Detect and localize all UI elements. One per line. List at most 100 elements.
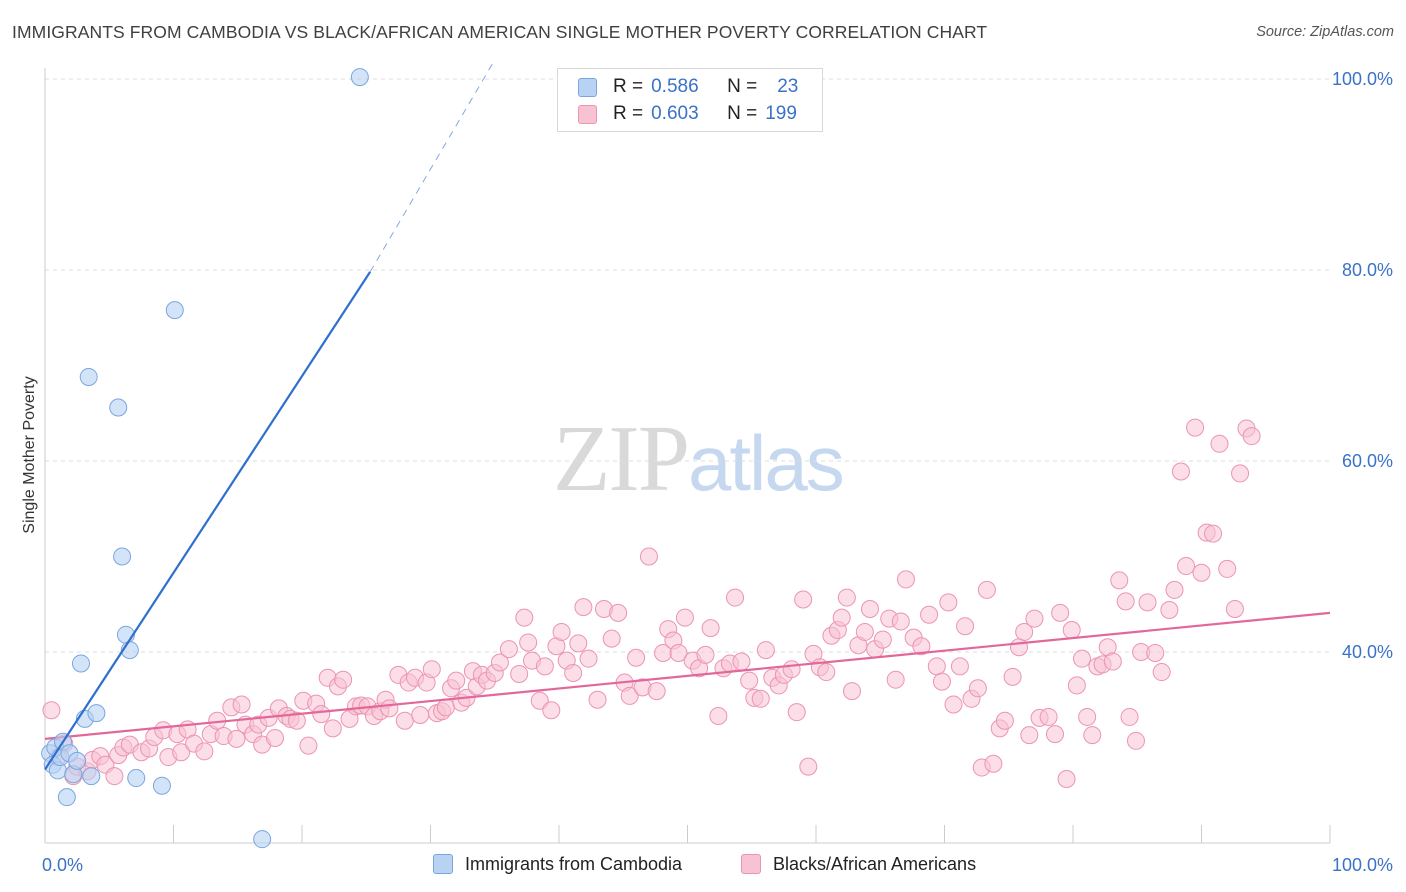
pink-point [1231, 464, 1250, 483]
stats-r-label: R = [613, 76, 644, 97]
pink-point [756, 641, 775, 660]
pink-point [552, 622, 571, 641]
pink-point [701, 619, 720, 638]
pink-point [564, 664, 583, 683]
pink-point [968, 679, 987, 698]
correlation-stats-box: R = 0.586 N = 23 R = 0.603 N = 199 [557, 68, 823, 132]
pink-point [1025, 609, 1044, 628]
pink-point [1120, 707, 1139, 726]
pink-point [950, 657, 969, 676]
pink-point [609, 603, 628, 622]
pink-point [1057, 770, 1076, 789]
legend-label: Blacks/African Americans [773, 853, 977, 874]
x-tick-label: 0.0% [42, 855, 83, 875]
stats-swatch-pink [578, 104, 597, 124]
pink-point [334, 670, 353, 689]
source-label: Source: ZipAtlas.com [1256, 24, 1394, 40]
stats-n-label: N = [727, 76, 758, 97]
blue-point [79, 367, 98, 386]
pink-point [873, 630, 892, 649]
pink-point [411, 706, 430, 725]
pink-point [1160, 600, 1179, 619]
pink-point [1138, 593, 1157, 612]
y-tick-label: 60.0% [1342, 451, 1393, 471]
y-tick-label: 100.0% [1332, 69, 1393, 89]
pink-point [1126, 731, 1145, 750]
pink-point [842, 682, 861, 701]
pink-point [896, 570, 915, 589]
pink-point [1078, 707, 1097, 726]
pink-point [886, 670, 905, 689]
legend-swatch-pink [741, 854, 761, 874]
pink-point [542, 701, 561, 720]
pink-point [1046, 725, 1065, 744]
pink-point [817, 663, 836, 682]
pink-point [647, 682, 666, 701]
pink-point [627, 648, 646, 667]
pink-point [588, 690, 607, 709]
blue-point [71, 654, 90, 673]
pink-point [984, 754, 1003, 773]
blue-point [68, 751, 87, 770]
pink-point [1015, 622, 1034, 641]
pink-point [1003, 667, 1022, 686]
pink-point [794, 590, 813, 609]
pink-point [1110, 571, 1129, 590]
pink-point [995, 711, 1014, 730]
pink-point [751, 689, 770, 708]
watermark-zip: ZIP [553, 407, 690, 511]
pink-point [1067, 676, 1086, 695]
pink-point [299, 736, 318, 755]
pink-point [732, 652, 751, 671]
pink-point [639, 547, 658, 566]
blue-point [87, 704, 106, 723]
pink-point [530, 691, 549, 710]
pink-point [510, 664, 529, 683]
pink-point [1204, 524, 1223, 543]
pink-point [832, 608, 851, 627]
pink-point [1171, 462, 1190, 481]
x-tick-label: 100.0% [1332, 855, 1393, 875]
y-tick-label: 40.0% [1342, 642, 1393, 662]
pink-point [490, 653, 509, 672]
pink-point [709, 706, 728, 725]
pink-point [1051, 603, 1070, 622]
pink-point [574, 598, 593, 617]
pink-point [726, 588, 745, 607]
pink-point [696, 645, 715, 664]
pink-point [519, 633, 538, 652]
blue-trend-line [44, 271, 372, 771]
blue-point [82, 767, 101, 786]
pink-point [1192, 563, 1211, 582]
pink-point [1146, 643, 1165, 662]
pink-point [1218, 559, 1237, 578]
blue-point [152, 776, 171, 795]
legend-item-cambodia: Immigrants from Cambodia [433, 851, 682, 877]
pink-point [287, 711, 306, 730]
chart-title: IMMIGRANTS FROM CAMBODIA VS BLACK/AFRICA… [12, 22, 988, 42]
pink-point [499, 640, 518, 659]
stats-r-value: 0.586 [651, 76, 699, 97]
pink-point [1177, 557, 1196, 576]
pink-point [956, 617, 975, 636]
pink-point [1010, 638, 1029, 657]
pink-point [447, 671, 466, 690]
watermark-atlas: atlas [688, 419, 845, 507]
pink-point [579, 649, 598, 668]
pink-point [1210, 434, 1229, 453]
legend-label: Immigrants from Cambodia [465, 853, 683, 874]
pink-point [977, 580, 996, 599]
pink-point [323, 719, 342, 738]
pink-point [1165, 580, 1184, 599]
blue-point [350, 68, 369, 87]
pink-point [395, 711, 414, 730]
pink-point [837, 588, 856, 607]
pink-point [105, 767, 124, 786]
stats-n-label: N = [727, 103, 758, 124]
pink-point [380, 699, 399, 718]
legend-item-black: Blacks/African Americans [741, 851, 976, 877]
pink-point [927, 657, 946, 676]
pink-point [675, 608, 694, 627]
pink-point [535, 657, 554, 676]
